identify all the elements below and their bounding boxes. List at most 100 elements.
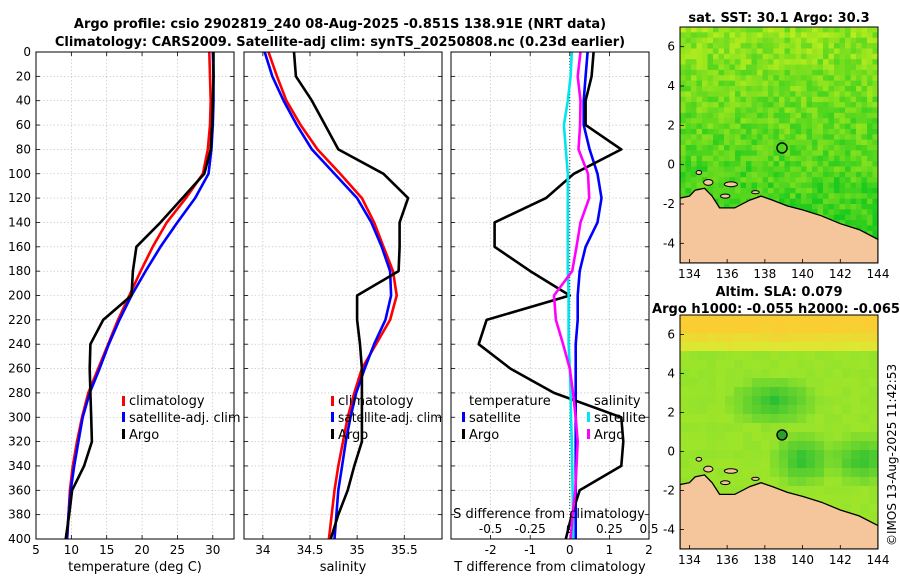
heatmap-cell — [702, 32, 708, 39]
heatmap-cell — [746, 139, 752, 146]
heatmap-cell — [823, 102, 829, 108]
heatmap-cell — [801, 102, 807, 108]
heatmap-cell — [842, 333, 852, 343]
heatmap-cell — [850, 80, 857, 87]
heatmap-cell — [713, 80, 719, 87]
heatmap-cell — [867, 145, 873, 151]
heatmap-cell — [815, 405, 825, 415]
heatmap-cell — [702, 107, 708, 114]
heatmap-cell — [806, 155, 813, 162]
heatmap-cell — [851, 387, 861, 397]
heatmap-cell — [823, 43, 829, 49]
heatmap-cell — [850, 171, 857, 178]
heatmap-cell — [743, 396, 753, 406]
salinity-series — [263, 52, 410, 539]
heatmap-cell — [828, 166, 835, 173]
heatmap-cell — [815, 369, 825, 379]
heatmap-cell — [784, 107, 791, 114]
heatmap-cell — [707, 166, 714, 173]
heatmap-cell — [680, 432, 690, 442]
heatmap-cell — [696, 80, 703, 87]
heatmap-cell — [680, 75, 686, 82]
heatmap-cell — [869, 441, 878, 451]
heatmap-cell — [724, 102, 730, 108]
heatmap-cell — [834, 182, 840, 189]
heatmap-cell — [751, 69, 758, 76]
heatmap-cell — [872, 139, 878, 146]
x-tick-label: 140 — [791, 267, 814, 281]
heatmap-cell — [795, 139, 802, 146]
heatmap-cell — [839, 48, 846, 55]
heatmap-cell — [713, 43, 719, 49]
heatmap-cell — [740, 59, 747, 65]
heatmap-cell — [795, 112, 802, 119]
heatmap-cell — [696, 102, 703, 108]
heatmap-cell — [689, 468, 699, 478]
heatmap-cell — [762, 91, 769, 98]
heatmap-cell — [797, 486, 807, 496]
heatmap-cell — [773, 171, 780, 178]
heatmap-cell — [718, 91, 725, 98]
heatmap-cell — [779, 369, 789, 379]
heatmap-cell — [856, 64, 862, 71]
heatmap-cell — [689, 378, 699, 388]
legend-swatch-climatology — [331, 396, 334, 406]
heatmap-cell — [779, 53, 785, 60]
x-tick-label: 1 — [606, 543, 614, 557]
heatmap-cell — [762, 161, 769, 167]
heatmap-cell — [685, 145, 692, 151]
x-tick-label: 35 — [350, 543, 365, 557]
heatmap-cell — [770, 324, 780, 334]
heatmap-cell — [729, 91, 736, 98]
x-tick-label: 136 — [716, 267, 739, 281]
heatmap-cell — [861, 112, 868, 119]
heatmap-cell — [856, 193, 862, 200]
heatmap-cell — [824, 360, 834, 370]
heatmap-cell — [757, 177, 763, 183]
heatmap-cell — [790, 112, 796, 119]
heatmap-cell — [845, 214, 851, 221]
heatmap-cell — [740, 37, 747, 44]
heatmap-cell — [752, 432, 762, 442]
heatmap-cell — [680, 96, 686, 103]
heatmap-cell — [833, 369, 843, 379]
heatmap-cell — [716, 324, 726, 334]
y-tick-label: 320 — [8, 435, 31, 449]
heatmap-cell — [856, 96, 862, 103]
heatmap-cell — [788, 450, 798, 460]
heatmap-cell — [872, 230, 878, 237]
heatmap-cell — [779, 102, 785, 108]
heatmap-cell — [680, 80, 686, 87]
heatmap-cell — [817, 193, 824, 200]
heatmap-cell — [784, 27, 791, 33]
heatmap-cell — [685, 166, 692, 173]
heatmap-cell — [860, 450, 870, 460]
heatmap-cell — [716, 405, 726, 415]
heatmap-cell — [833, 324, 843, 334]
heatmap-cell — [740, 198, 747, 205]
heatmap-cell — [872, 204, 878, 210]
heatmap-cell — [707, 43, 714, 49]
heatmap-cell — [815, 468, 825, 478]
heatmap-cell — [806, 396, 816, 406]
heatmap-cell — [718, 128, 725, 135]
heatmap-cell — [850, 27, 857, 33]
heatmap-cell — [680, 32, 686, 39]
heatmap-cell — [790, 193, 796, 200]
heatmap-cell — [850, 161, 857, 167]
heatmap-cell — [768, 32, 774, 39]
heatmap-cell — [795, 48, 802, 55]
heatmap-cell — [740, 53, 747, 60]
heatmap-cell — [872, 177, 878, 183]
heatmap-cell — [735, 53, 741, 60]
heatmap-cell — [685, 69, 692, 76]
heatmap-cell — [828, 204, 835, 210]
heatmap-cell — [680, 171, 686, 178]
heatmap-cell — [824, 396, 834, 406]
heatmap-cell — [751, 118, 758, 124]
heatmap-cell — [724, 139, 730, 146]
heatmap-cell — [680, 53, 686, 60]
heatmap-cell — [850, 166, 857, 173]
heatmap-cell — [795, 53, 802, 60]
heatmap-cell — [735, 32, 741, 39]
